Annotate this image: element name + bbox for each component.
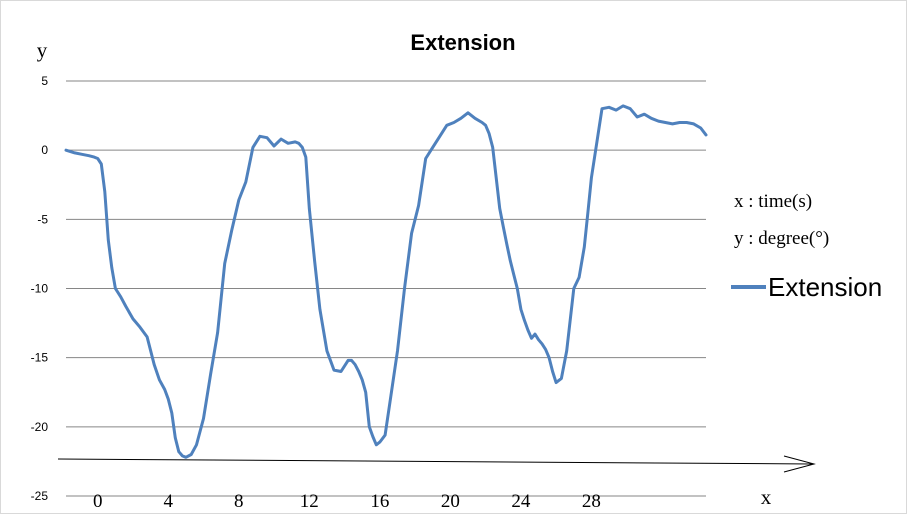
- x-tick-label: 12: [300, 491, 319, 512]
- y-tick-label: -25: [31, 489, 49, 503]
- y-tick-labels: 5 0 -5 -10 -15 -20 -25: [31, 74, 49, 503]
- x-tick-label: 16: [370, 491, 389, 512]
- series-layer: [64, 104, 708, 459]
- x-axis-label: x: [761, 485, 772, 509]
- x-tick-label: 8: [234, 491, 244, 512]
- y-axis-label: y: [37, 38, 48, 62]
- chart-title: Extension: [410, 30, 515, 55]
- y-tick-label: 5: [41, 74, 48, 88]
- x-tick-label: 20: [441, 491, 460, 512]
- x-tick-label: 0: [93, 491, 103, 512]
- x-tick-labels: 0 4 8 12 16 20 24 28: [93, 491, 601, 512]
- x-tick-label: 28: [582, 491, 601, 512]
- annotation-degree-unit: y : degree(°): [734, 228, 829, 249]
- annotation-time-unit: x : time(s): [734, 191, 812, 212]
- x-axis-arrow-line: [57, 458, 813, 465]
- y-tick-label: -10: [31, 282, 49, 296]
- series-line-extension: [64, 104, 708, 459]
- legend-label-extension: Extension: [768, 272, 882, 302]
- y-tick-label: -5: [37, 212, 48, 226]
- y-tick-label: -20: [31, 420, 49, 434]
- x-tick-label: 24: [511, 491, 531, 512]
- y-tick-label: 0: [41, 143, 48, 157]
- x-tick-label: 4: [164, 491, 174, 512]
- x-axis-arrowhead: [783, 455, 816, 473]
- y-tick-label: -15: [31, 351, 49, 365]
